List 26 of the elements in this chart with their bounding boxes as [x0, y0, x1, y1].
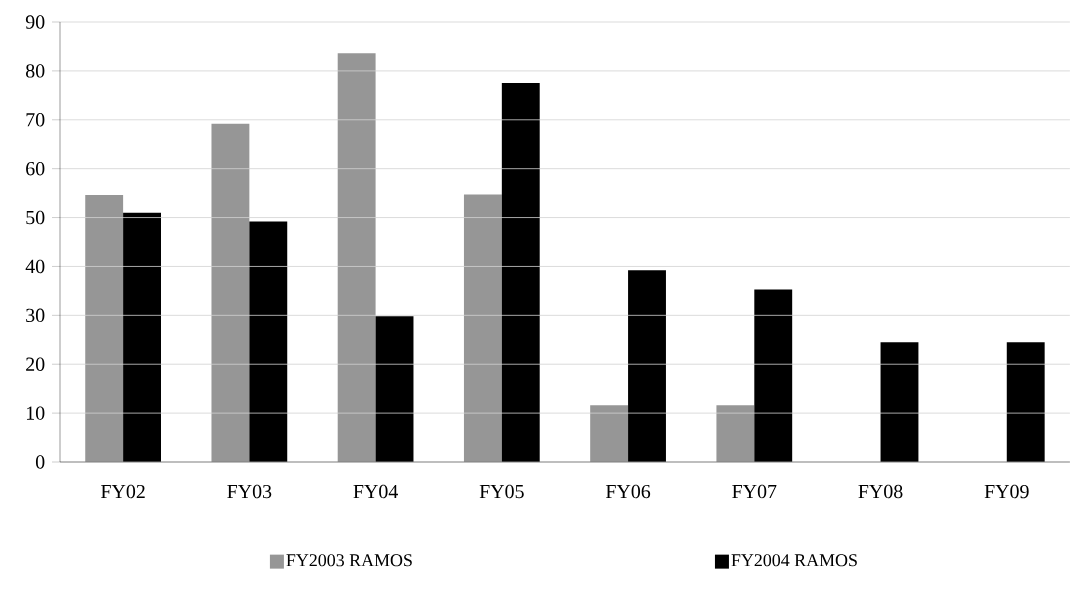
x-tick-label: FY03 [227, 484, 272, 499]
legend-label: FY2004 RAMOS [731, 554, 857, 567]
x-tick-label: FY09 [984, 484, 1029, 499]
bar [337, 53, 376, 462]
y-tick-label: 70 [26, 113, 45, 127]
bar [211, 123, 250, 462]
bar [590, 405, 629, 462]
y-tick-label: 40 [25, 259, 45, 274]
x-tick-label: FY08 [858, 484, 903, 499]
y-tick-label: 10 [26, 406, 45, 420]
bar [463, 194, 502, 462]
x-tick-label: FY07 [732, 484, 777, 499]
y-tick-label: 0 [35, 455, 45, 469]
x-tick-label: FY02 [101, 484, 145, 499]
y-tick-label: 30 [26, 308, 45, 323]
y-tick-label: 20 [26, 357, 45, 371]
x-tick-label: FY06 [605, 484, 651, 499]
y-tick-label: 60 [26, 161, 45, 176]
y-tick-label: 50 [26, 210, 45, 225]
x-tick-label: FY04 [353, 484, 398, 499]
bar [85, 195, 124, 462]
legend-label: FY2003 RAMOS [286, 554, 412, 567]
y-tick-label: 80 [26, 64, 45, 78]
bar [716, 405, 755, 462]
y-tick-label: 90 [25, 15, 45, 29]
x-tick-label: FY05 [479, 484, 524, 499]
